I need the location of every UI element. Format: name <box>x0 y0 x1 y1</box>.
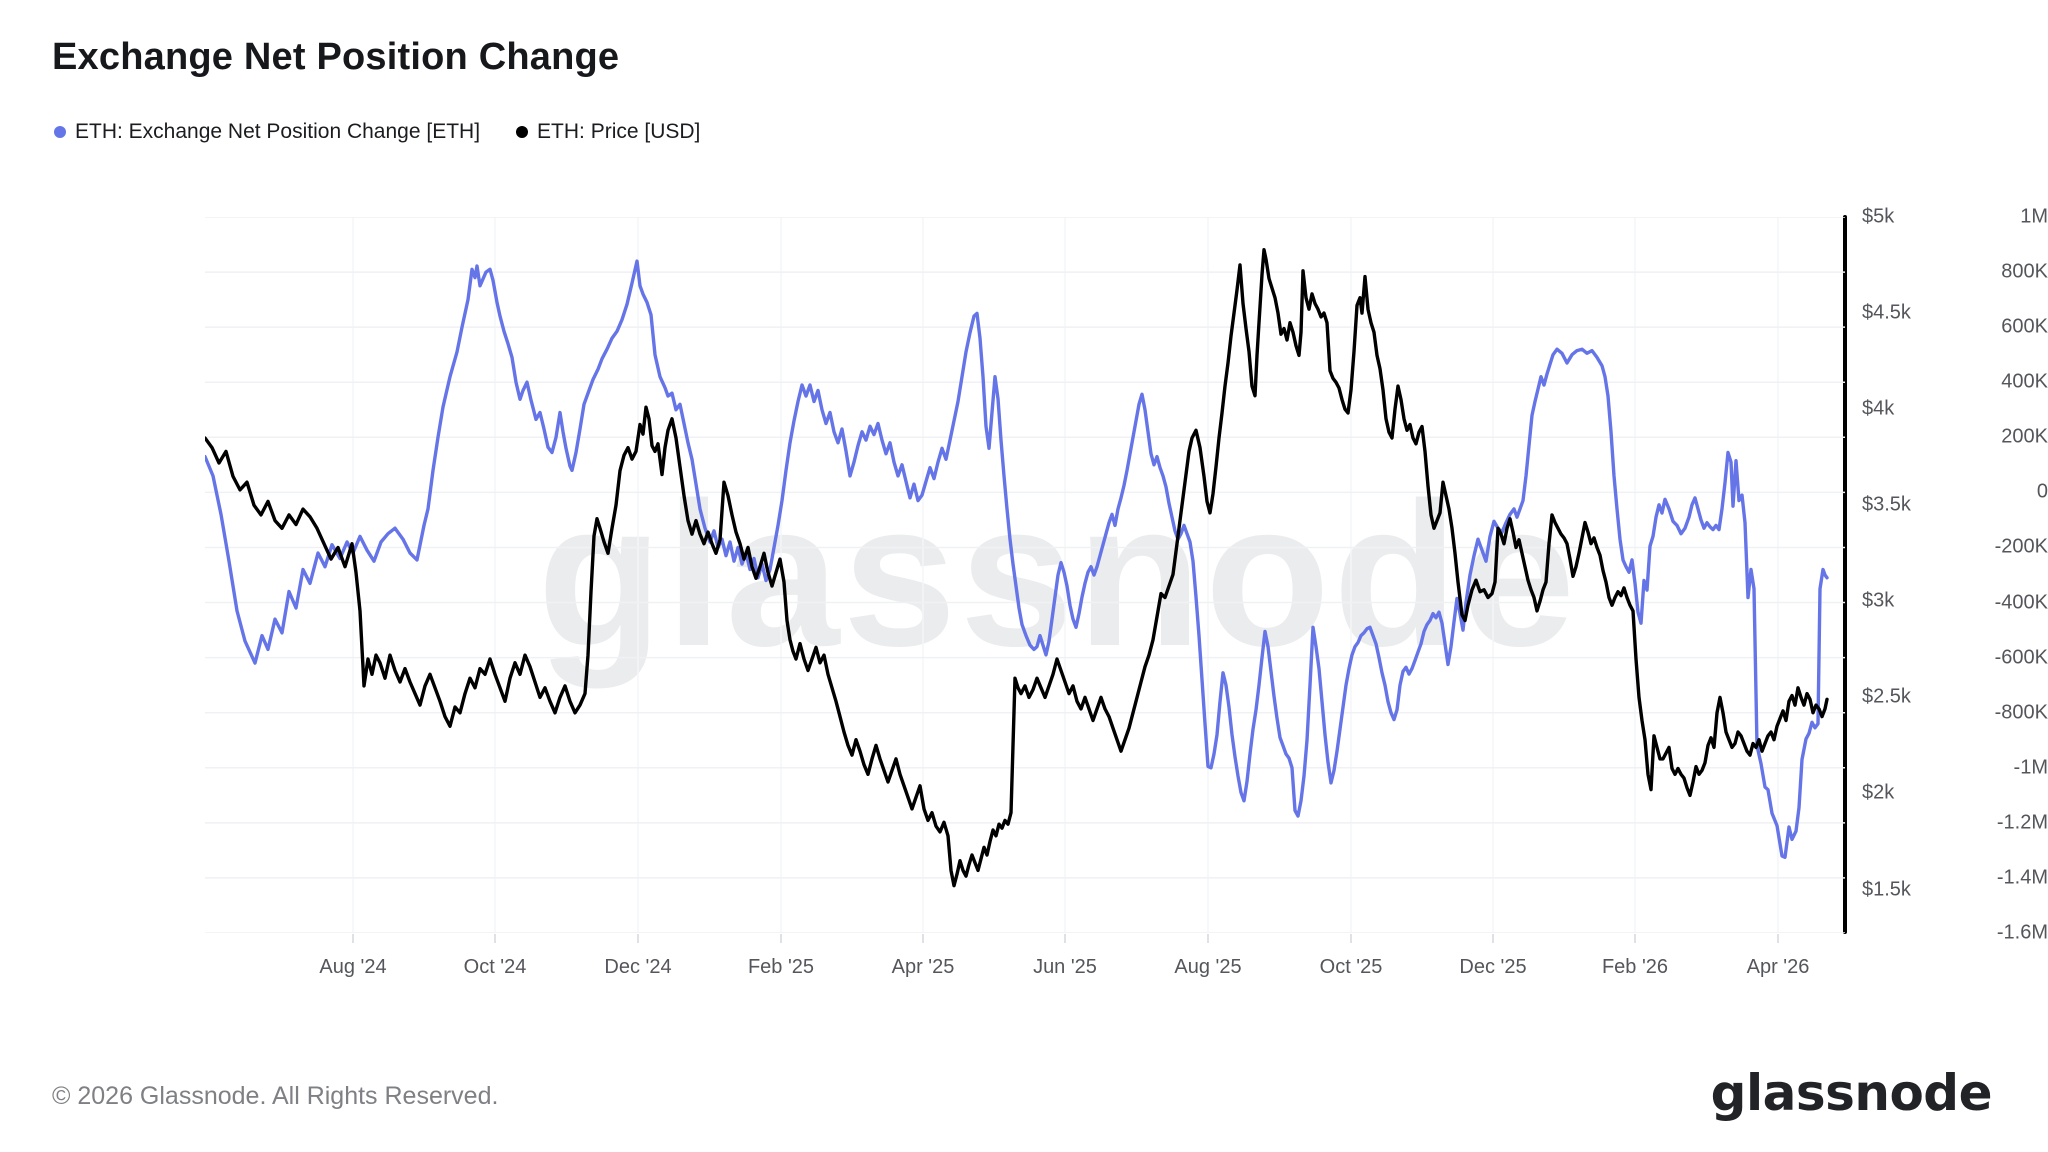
page-title: Exchange Net Position Change <box>52 36 620 78</box>
x-axis-tick-label: Aug '24 <box>319 956 387 978</box>
x-axis-tick-mark <box>1777 934 1779 943</box>
legend-item-1[interactable]: ETH: Price [USD] <box>516 120 700 144</box>
x-axis-tick-label: Apr '26 <box>1746 956 1810 978</box>
series-line-price <box>205 248 1829 888</box>
left-axis-tick-label: 800K <box>2001 260 2048 283</box>
legend-item-0[interactable]: ETH: Exchange Net Position Change [ETH] <box>54 120 480 144</box>
left-axis-tick-label: 600K <box>2001 315 2048 338</box>
glassnode-logo: glassnode <box>1710 1064 1993 1122</box>
left-axis-tick-label: 0 <box>2036 480 2048 503</box>
legend-dot-icon <box>516 126 529 138</box>
right-axis-tick-label: $4k <box>1862 397 1895 420</box>
series-line-net-position-change <box>205 259 1829 859</box>
x-axis-tick-mark <box>1492 934 1494 943</box>
legend-dot-icon <box>54 126 66 138</box>
left-axis-tick-label: 400K <box>2001 370 2048 393</box>
x-axis-tick-label: Dec '24 <box>604 956 672 978</box>
x-axis-tick-mark <box>1064 934 1066 943</box>
left-axis-tick-label: -1.6M <box>1996 921 2048 944</box>
left-axis-tick-label: 200K <box>2001 425 2048 448</box>
left-axis-tick-label: -800K <box>1994 701 2048 724</box>
left-axis-tick-label: -1.4M <box>1996 866 2048 889</box>
right-axis-tick-label: $1.5k <box>1862 878 1911 901</box>
x-axis-tick-mark <box>352 934 354 943</box>
left-axis-tick-label: -200K <box>1994 535 2048 558</box>
legend-label: ETH: Price [USD] <box>537 120 701 143</box>
right-axis-tick-label: $2k <box>1862 781 1895 804</box>
left-axis-tick-label: -1.2M <box>1996 811 2048 834</box>
x-axis-tick-mark <box>780 934 782 943</box>
x-axis-tick-label: Oct '25 <box>1319 956 1383 978</box>
right-axis-tick-label: $3.5k <box>1862 493 1911 516</box>
x-axis-tick-label: Feb '25 <box>747 956 815 978</box>
right-axis-tick-label: $3k <box>1862 589 1895 612</box>
x-axis-tick-label: Aug '25 <box>1174 956 1242 978</box>
left-axis-tick-label: -1M <box>2013 756 2048 779</box>
left-axis-tick-label: 1M <box>2020 205 2048 228</box>
right-axis-line <box>1843 215 1847 934</box>
left-axis-tick-label: -400K <box>1994 591 2048 614</box>
x-axis-tick-label: Feb '26 <box>1601 956 1669 978</box>
legend: ETH: Exchange Net Position Change [ETH] E… <box>54 120 700 144</box>
right-axis-tick-label: $2.5k <box>1862 685 1911 708</box>
left-axis-tick-label: -600K <box>1994 646 2048 669</box>
x-axis-tick-mark <box>1350 934 1352 943</box>
x-axis-tick-mark <box>1207 934 1209 943</box>
x-axis-tick-label: Dec '25 <box>1459 956 1527 978</box>
x-axis-tick-mark <box>922 934 924 943</box>
copyright-text: © 2026 Glassnode. All Rights Reserved. <box>52 1082 499 1110</box>
glassnode-watermark: glassnode <box>537 460 1579 689</box>
x-axis-tick-mark <box>494 934 496 943</box>
x-axis-tick-label: Apr '25 <box>891 956 955 978</box>
x-axis-tick-label: Oct '24 <box>463 956 527 978</box>
chart-svg <box>205 217 1845 933</box>
x-axis-tick-mark <box>637 934 639 943</box>
right-axis-tick-label: $5k <box>1862 205 1895 228</box>
legend-label: ETH: Exchange Net Position Change [ETH] <box>75 120 481 143</box>
x-axis-tick-mark <box>1634 934 1636 943</box>
chart-plot-area[interactable]: glassnode <box>205 217 1845 933</box>
x-axis-tick-label: Jun '25 <box>1033 956 1097 978</box>
right-axis-tick-label: $4.5k <box>1862 301 1911 324</box>
